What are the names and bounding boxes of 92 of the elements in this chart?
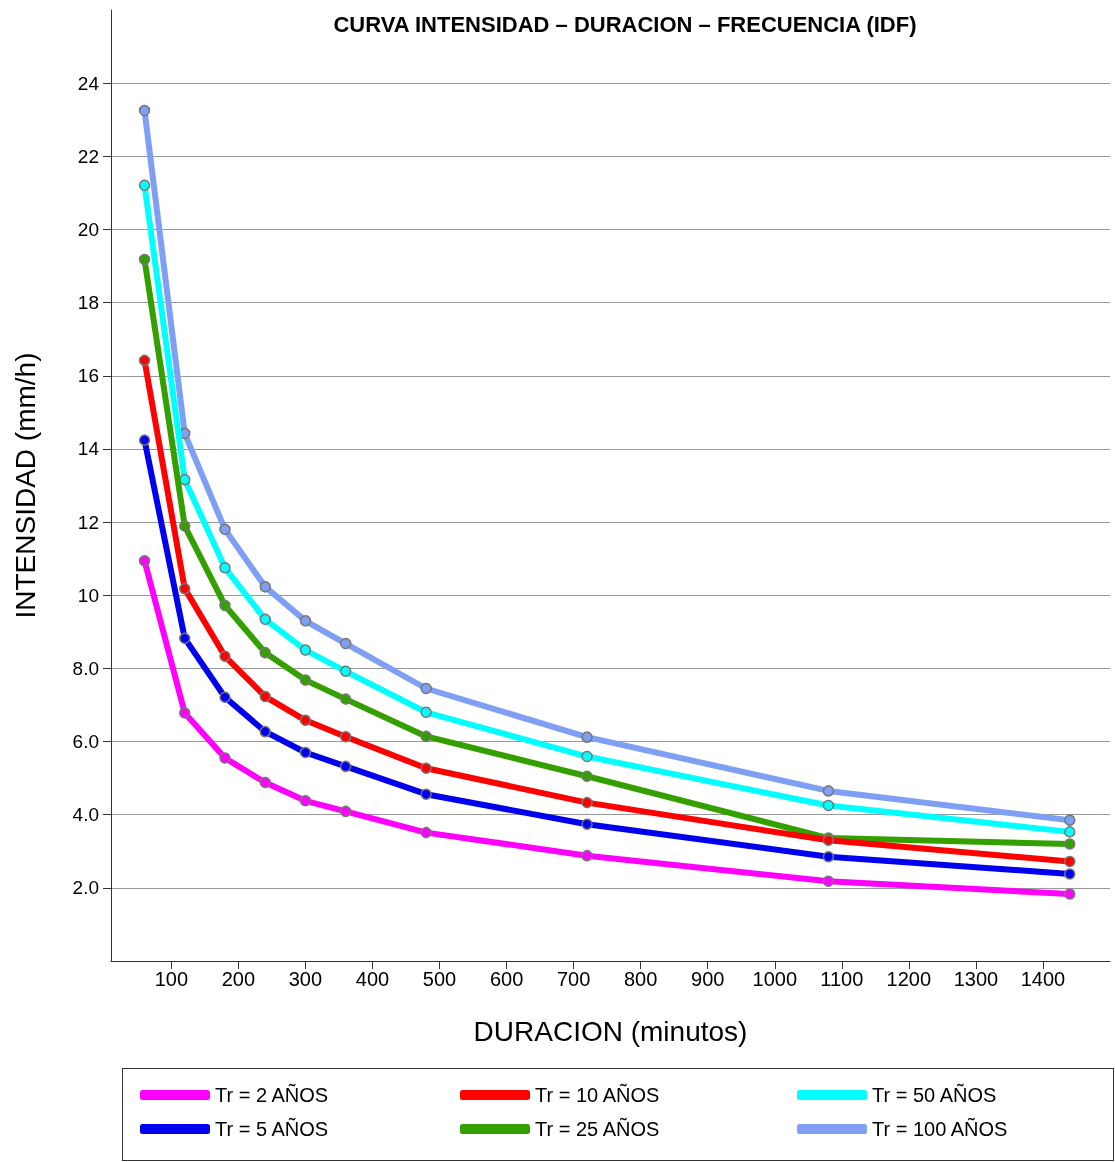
point — [581, 796, 593, 809]
point — [219, 650, 231, 663]
point — [219, 599, 231, 612]
point — [339, 665, 352, 678]
point — [219, 691, 231, 704]
point — [179, 520, 191, 532]
y-tick-label: 20 — [77, 218, 99, 240]
y-tick-label: 14 — [77, 438, 100, 460]
legend-label: Tr = 2 AÑOS — [215, 1083, 329, 1106]
point — [1064, 814, 1076, 826]
point — [299, 644, 312, 656]
point — [1064, 855, 1076, 868]
point — [179, 473, 191, 486]
point — [339, 731, 352, 743]
point — [138, 555, 151, 567]
point — [1064, 888, 1076, 900]
y-tick-label: 8.0 — [72, 657, 99, 679]
legend-label: Tr = 5 AÑOS — [215, 1117, 329, 1140]
point — [1064, 826, 1076, 838]
y-tick-label: 10 — [77, 584, 99, 606]
x-tick-label: 600 — [489, 968, 524, 990]
legend-label: Tr = 100 AÑOS — [872, 1117, 1008, 1140]
point — [259, 776, 271, 789]
point — [259, 690, 271, 703]
point — [420, 682, 432, 695]
point — [299, 615, 312, 627]
point — [822, 799, 835, 812]
point — [259, 646, 271, 659]
y-tick-label: 12 — [77, 511, 99, 533]
y-tick-label: 18 — [77, 292, 99, 314]
y-axis-title: INTENSIDAD (mm/h) — [9, 352, 41, 619]
point — [219, 523, 231, 536]
legend-label: Tr = 50 AÑOS — [872, 1083, 997, 1106]
point — [822, 785, 835, 797]
point — [420, 788, 432, 800]
point — [581, 731, 593, 743]
point — [138, 434, 151, 446]
x-tick-label: 400 — [355, 968, 390, 990]
point — [822, 851, 835, 863]
point — [179, 632, 191, 645]
point — [138, 104, 151, 117]
point — [581, 818, 593, 830]
point — [219, 562, 231, 574]
x-tick-label: 500 — [422, 968, 457, 990]
point — [138, 253, 151, 266]
point — [299, 746, 312, 759]
x-tick-label: 100 — [154, 968, 189, 990]
y-tick-label: 4.0 — [72, 804, 99, 826]
point — [339, 637, 352, 650]
point — [339, 805, 352, 818]
legend-label: Tr = 25 AÑOS — [535, 1117, 660, 1140]
point — [420, 706, 432, 719]
point — [299, 795, 312, 807]
point — [420, 826, 432, 839]
point — [179, 582, 191, 595]
point — [259, 581, 271, 593]
point — [259, 613, 271, 626]
point — [339, 760, 352, 773]
point — [138, 179, 151, 191]
point — [1064, 868, 1076, 880]
x-tick-label: 800 — [623, 968, 658, 990]
point — [420, 762, 432, 774]
point — [420, 730, 432, 743]
point — [581, 750, 593, 763]
point — [219, 752, 231, 764]
point — [138, 354, 151, 367]
point — [1064, 838, 1076, 850]
x-tick-label: 1300 — [953, 968, 999, 990]
legend-label: Tr = 10 AÑOS — [535, 1083, 660, 1106]
point — [822, 875, 835, 888]
point — [581, 849, 593, 862]
point — [259, 725, 271, 738]
x-tick-label: 200 — [221, 968, 256, 990]
x-tick-label: 1100 — [820, 968, 864, 990]
point — [299, 674, 312, 686]
x-tick-label: 700 — [556, 968, 591, 990]
x-tick-label: 900 — [691, 968, 725, 990]
y-tick-label: 24 — [77, 72, 100, 94]
chart-title: CURVA INTENSIDAD – DURACION – FRECUENCIA (IDF) — [333, 11, 917, 37]
point — [299, 714, 312, 727]
point — [179, 707, 191, 719]
x-tick-label: 1200 — [886, 968, 932, 990]
x-axis-title: DURACION (minutos) — [473, 1015, 748, 1047]
x-tick-label: 300 — [288, 968, 323, 990]
y-tick-label: 2.0 — [72, 877, 99, 899]
y-tick-label: 6.0 — [72, 731, 99, 753]
point — [339, 693, 352, 705]
y-tick-label: 16 — [77, 365, 99, 387]
point — [581, 770, 593, 783]
x-tick-label: 1000 — [752, 968, 798, 990]
x-tick-label: 1400 — [1020, 968, 1066, 990]
y-tick-label: 22 — [77, 145, 99, 167]
